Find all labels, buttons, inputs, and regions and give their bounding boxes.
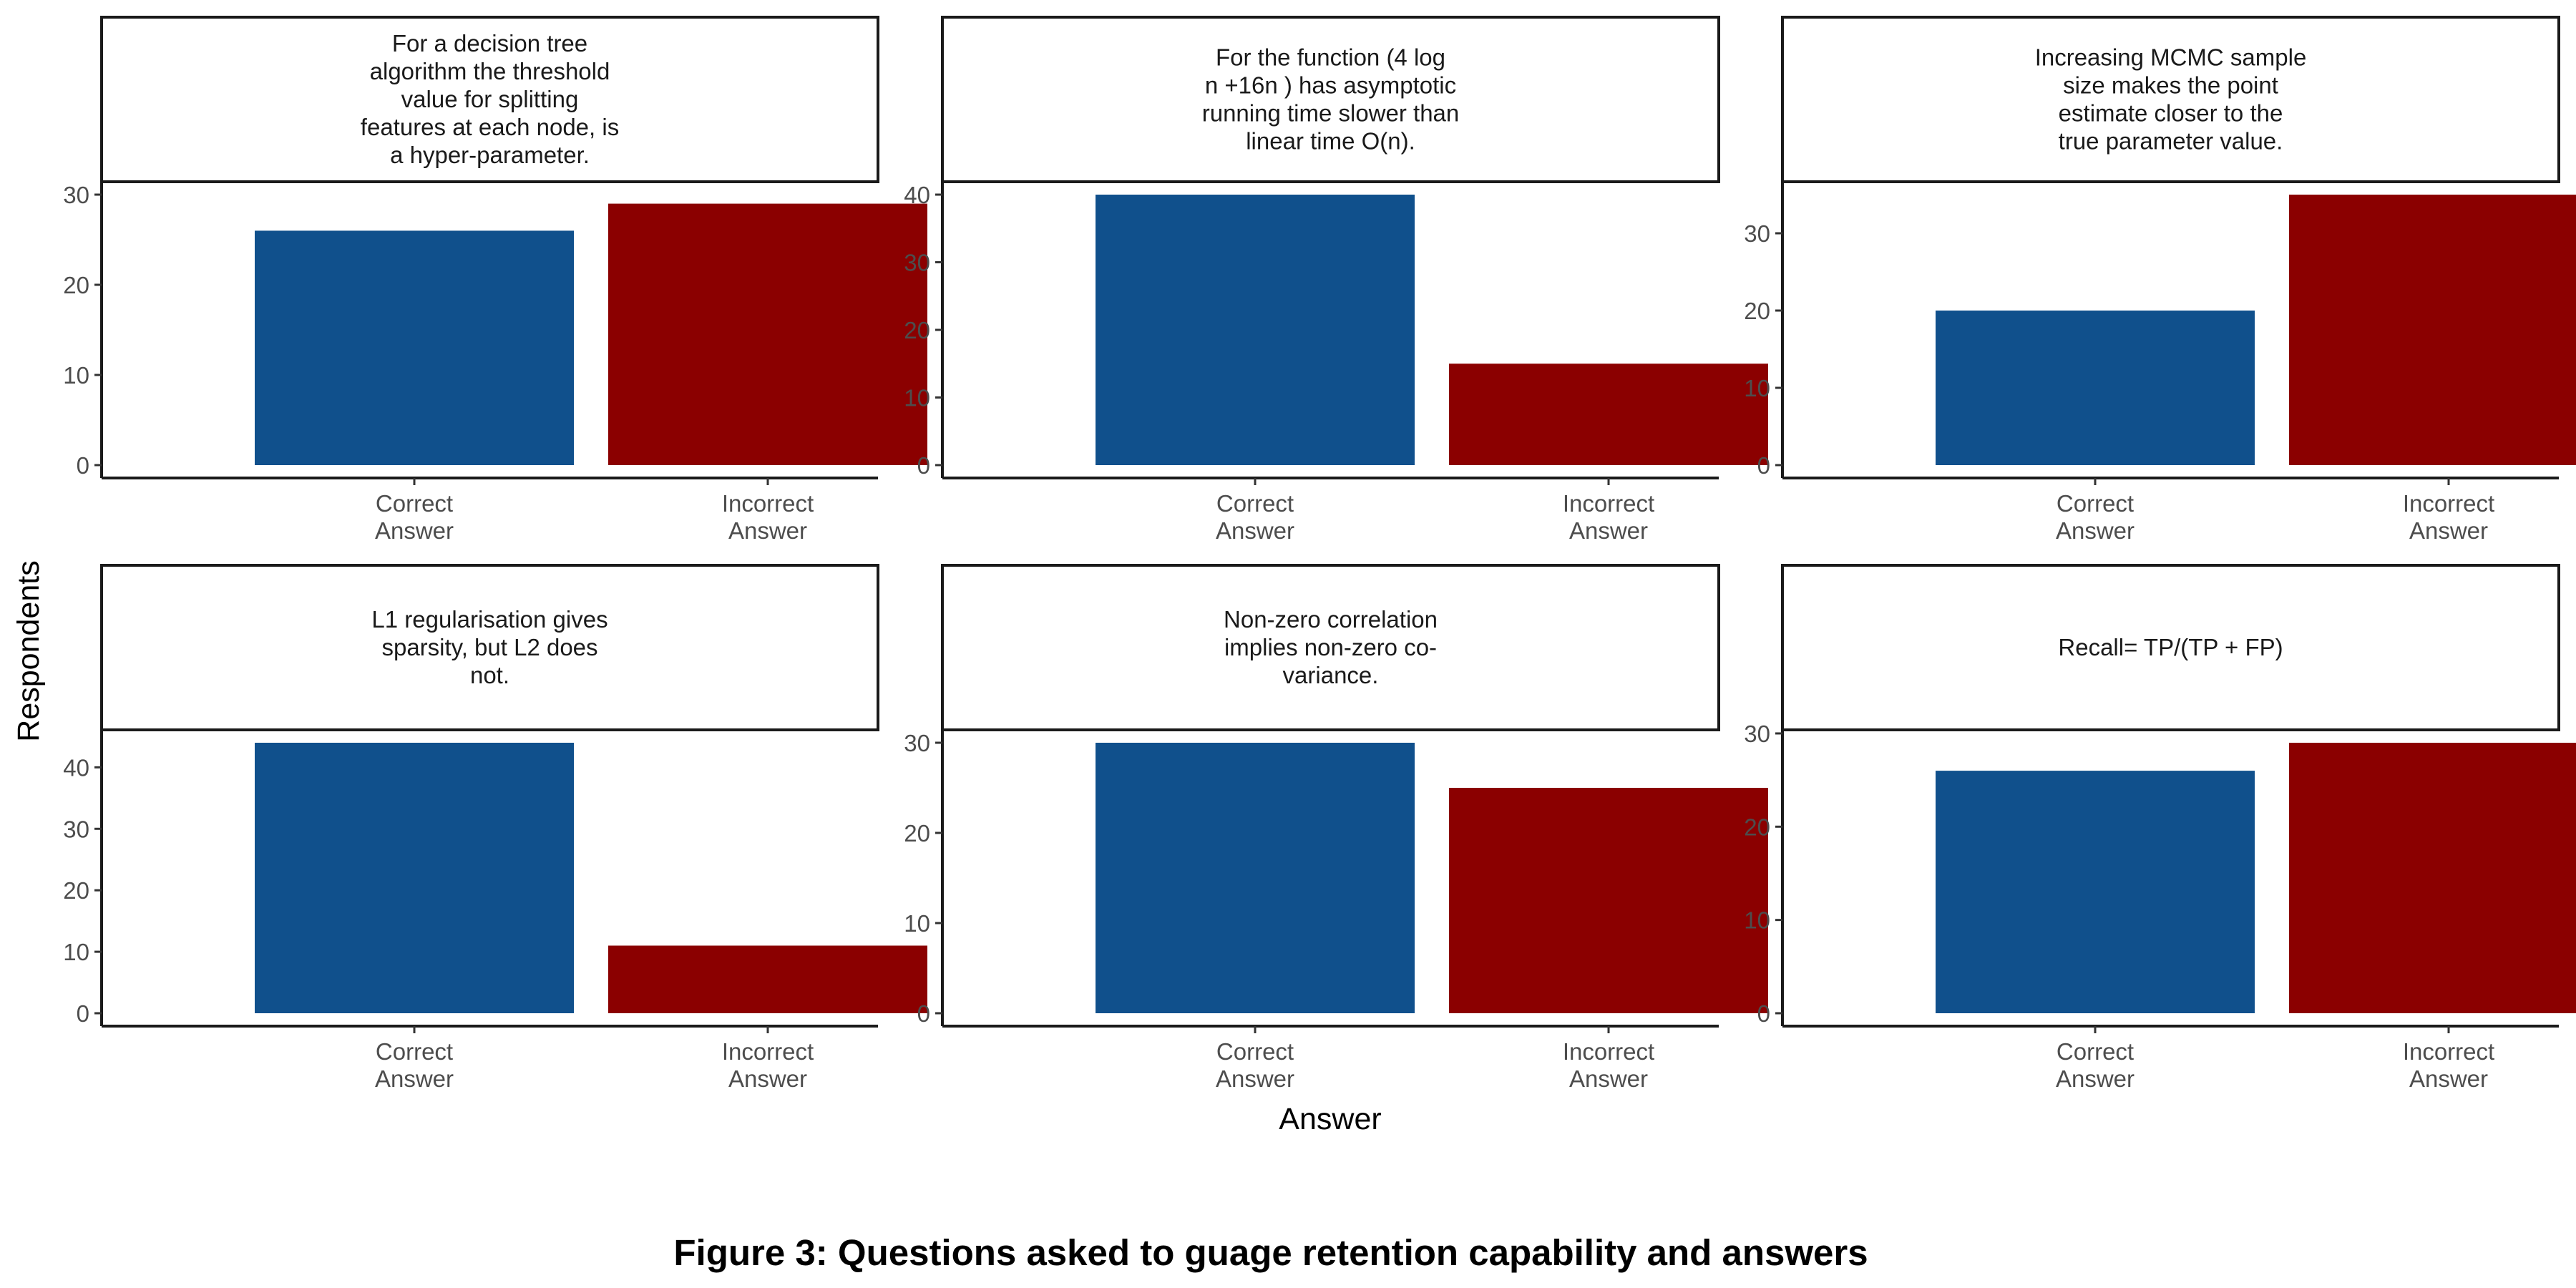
facet-title-line: algorithm the threshold	[370, 58, 610, 84]
y-tick-label: 10	[63, 939, 89, 965]
bar-incorrect	[608, 203, 927, 465]
facet-title-line: implies non-zero co-	[1224, 634, 1437, 660]
bar-correct	[255, 743, 574, 1013]
facet-title-line: Non-zero correlation	[1224, 606, 1438, 633]
x-tick-label: Answer	[1216, 517, 1294, 544]
y-tick-label: 30	[1744, 721, 1770, 747]
x-tick-label: Answer	[1216, 1065, 1294, 1092]
facet-title-line: L1 regularisation gives	[371, 606, 608, 633]
figure-caption: Figure 3: Questions asked to guage reten…	[673, 1232, 1868, 1273]
x-tick-label: Correct	[2057, 490, 2134, 517]
facet-strip	[100, 564, 879, 731]
bar-correct	[1936, 311, 2255, 465]
bar-correct	[1096, 743, 1415, 1013]
y-tick-label: 20	[1744, 298, 1770, 324]
facet-title-line: sparsity, but L2 does	[381, 634, 597, 660]
y-tick-label: 20	[904, 820, 930, 847]
x-tick-label: Answer	[1569, 517, 1648, 544]
y-tick-label: 30	[1744, 220, 1770, 247]
x-tick-label: Incorrect	[2403, 1038, 2494, 1065]
facet-title-line: features at each node, is	[361, 114, 619, 140]
x-axis-title: Answer	[1279, 1102, 1381, 1136]
x-tick-label: Incorrect	[722, 490, 814, 517]
x-tick-label: Answer	[1569, 1065, 1648, 1092]
y-tick-label: 10	[1744, 375, 1770, 401]
bar-correct	[1936, 771, 2255, 1013]
x-tick-label: Answer	[2409, 517, 2488, 544]
facet-strip	[1781, 16, 2560, 183]
y-tick-label: 10	[904, 910, 930, 937]
x-tick-label: Correct	[376, 490, 453, 517]
x-tick-label: Answer	[2056, 517, 2135, 544]
facet-title-line: not.	[470, 662, 509, 688]
facet-title-line: size makes the point	[2063, 72, 2278, 99]
bar-incorrect	[1449, 788, 1768, 1013]
y-tick-label: 40	[63, 754, 89, 781]
facet-panel: Recall= TP/(TP + FP)0102030CorrectAnswer…	[1744, 564, 2576, 1092]
x-tick-label: Incorrect	[2403, 490, 2494, 517]
facet-strip	[941, 16, 1720, 183]
y-tick-label: 30	[63, 816, 89, 842]
x-tick-label: Correct	[376, 1038, 453, 1065]
facet-title-line: n +16n ) has asymptotic	[1205, 72, 1456, 99]
y-tick-label: 0	[917, 1000, 930, 1027]
facet-title-line: Increasing MCMC sample	[2035, 44, 2307, 71]
x-tick-label: Incorrect	[1563, 1038, 1654, 1065]
facet-title-line: For the function (4 log	[1216, 44, 1445, 71]
y-tick-label: 40	[904, 182, 930, 208]
y-tick-label: 0	[77, 452, 89, 479]
facet-title-line: For a decision tree	[392, 30, 587, 57]
facet-title-line: value for splitting	[401, 86, 579, 112]
x-tick-label: Answer	[375, 517, 454, 544]
y-tick-label: 20	[904, 317, 930, 343]
y-tick-label: 10	[63, 362, 89, 389]
facet-title-line: variance.	[1283, 662, 1379, 688]
y-tick-label: 30	[904, 730, 930, 756]
y-tick-label: 10	[1744, 907, 1770, 934]
facet-strip	[1781, 564, 2560, 731]
facet-strip	[941, 564, 1720, 731]
facet-title-line: true parameter value.	[2059, 128, 2283, 155]
y-tick-label: 0	[917, 452, 930, 479]
x-tick-label: Answer	[2056, 1065, 2135, 1092]
x-tick-label: Correct	[2057, 1038, 2134, 1065]
y-tick-label: 10	[904, 385, 930, 411]
y-tick-label: 0	[1757, 452, 1770, 479]
y-tick-label: 20	[63, 272, 89, 298]
x-tick-label: Correct	[1216, 490, 1294, 517]
y-axis-title: Respondents	[11, 560, 46, 741]
facet-strip	[100, 16, 879, 183]
bar-incorrect	[2289, 743, 2576, 1013]
facet-title-line: running time slower than	[1202, 100, 1460, 127]
bar-correct	[1096, 195, 1415, 465]
y-tick-label: 30	[904, 250, 930, 276]
facet-title-line: a hyper-parameter.	[390, 142, 590, 168]
x-tick-label: Correct	[1216, 1038, 1294, 1065]
x-tick-label: Incorrect	[1563, 490, 1654, 517]
y-tick-label: 20	[63, 877, 89, 904]
x-tick-label: Answer	[2409, 1065, 2488, 1092]
y-tick-label: 30	[63, 182, 89, 208]
bar-incorrect	[2289, 195, 2576, 465]
y-tick-label: 0	[1757, 1000, 1770, 1027]
facet-title-line: linear time O(n).	[1246, 128, 1415, 155]
y-tick-label: 20	[1744, 814, 1770, 840]
x-tick-label: Incorrect	[722, 1038, 814, 1065]
x-tick-label: Answer	[375, 1065, 454, 1092]
bar-incorrect	[1449, 364, 1768, 465]
x-tick-label: Answer	[728, 517, 807, 544]
facet-title-line: estimate closer to the	[2059, 100, 2283, 127]
bar-correct	[255, 230, 574, 465]
bar-incorrect	[608, 945, 927, 1013]
y-tick-label: 0	[77, 1000, 89, 1027]
x-tick-label: Answer	[728, 1065, 807, 1092]
facet-title-line: Recall= TP/(TP + FP)	[2058, 634, 2283, 660]
